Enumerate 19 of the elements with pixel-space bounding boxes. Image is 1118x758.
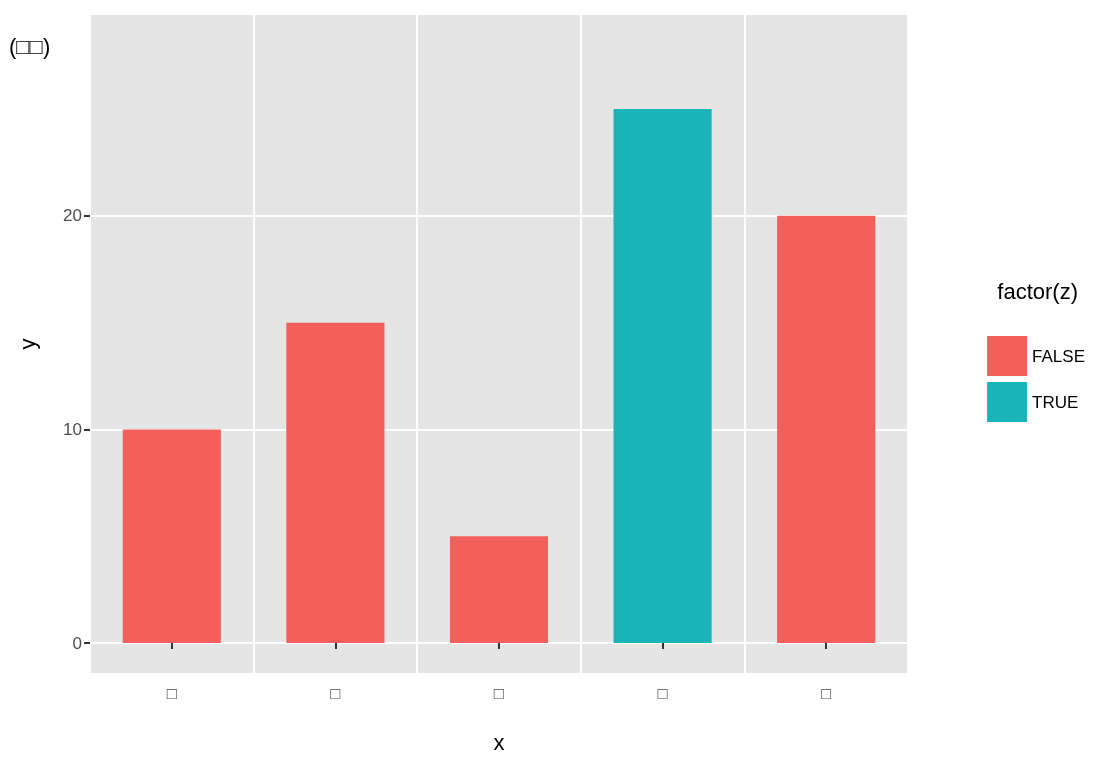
text: (□□) [9,33,51,59]
x-tick-label: □ [493,684,505,703]
x-tick-label: □ [821,684,832,703]
y-axis-title: y [14,338,40,350]
bar [449,536,549,644]
legend-title: factor(z) [997,278,1079,304]
bar [777,215,876,644]
bar [286,322,385,644]
x-tick-label: □ [330,684,341,703]
bar [613,109,712,644]
legend-label: FALSE [1032,346,1085,366]
y-tick-label: 20 [63,206,82,226]
x-axis-title: x [493,729,505,755]
y-tick-label: 0 [72,633,82,653]
bar [122,429,221,644]
x-tick-label: □ [166,684,177,703]
x-tick-label: □ [657,684,668,703]
legend-label: TRUE [1032,392,1079,412]
y-tick-label: 10 [63,419,82,439]
